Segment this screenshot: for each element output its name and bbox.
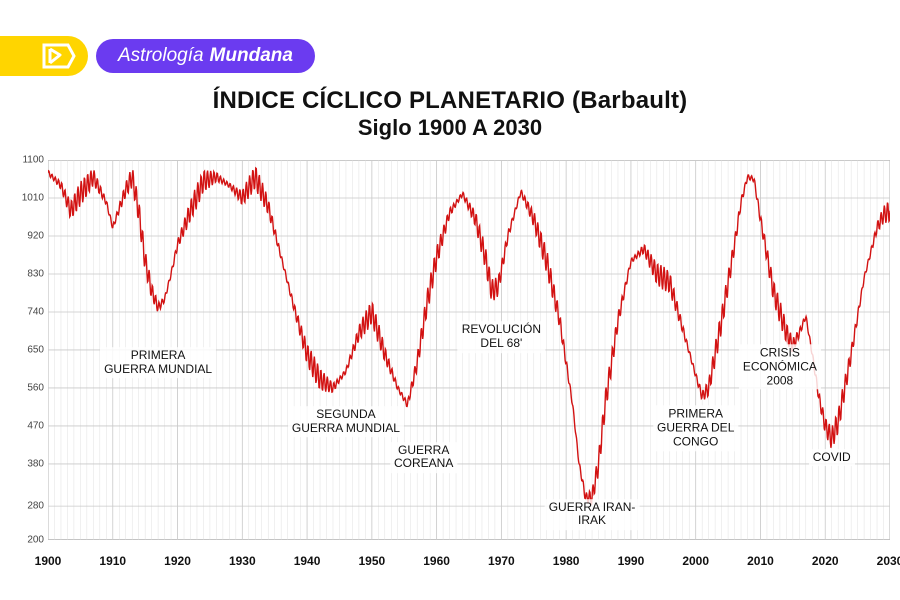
logo-icon	[38, 41, 78, 71]
x-tick-label: 1920	[164, 554, 191, 568]
event-label-iran: GUERRA IRAN- IRAK	[545, 499, 640, 531]
header-band: Astrología Mundana	[0, 36, 900, 76]
x-tick-label: 1980	[553, 554, 580, 568]
event-label-rev68: REVOLUCIÓN DEL 68'	[458, 322, 545, 354]
chart: 20028038047056065074083092010101100 1900…	[48, 160, 890, 570]
page: Astrología Mundana ÍNDICE CÍCLICO PLANET…	[0, 0, 900, 600]
x-tick-label: 1930	[229, 554, 256, 568]
x-tick-label: 1910	[99, 554, 126, 568]
y-axis: 20028038047056065074083092010101100	[8, 160, 44, 540]
x-tick-label: 1940	[294, 554, 321, 568]
event-label-crisis: CRISIS ECONÓMICA 2008	[739, 344, 821, 389]
event-label-congo: PRIMERA GUERRA DEL CONGO	[653, 405, 738, 450]
category-badge: Astrología Mundana	[96, 39, 315, 73]
x-tick-label: 1970	[488, 554, 515, 568]
category-word1: Astrología	[118, 45, 204, 67]
event-label-covid: COVID	[809, 449, 855, 467]
event-labels: PRIMERA GUERRA MUNDIAL SEGUNDA GUERRA MUN…	[48, 160, 890, 540]
x-axis: 1900191019201930194019501960197019801990…	[48, 554, 890, 574]
event-label-ww1: PRIMERA GUERRA MUNDIAL	[100, 347, 216, 379]
y-tick-label: 280	[8, 501, 44, 512]
event-label-korea: GUERRA COREANA	[390, 442, 457, 474]
y-tick-label: 1100	[8, 155, 44, 166]
y-tick-label: 380	[8, 459, 44, 470]
y-tick-label: 920	[8, 231, 44, 242]
category-word2: Mundana	[210, 45, 293, 67]
x-tick-label: 1950	[358, 554, 385, 568]
title-block: ÍNDICE CÍCLICO PLANETARIO (Barbault) Sig…	[0, 86, 900, 142]
x-tick-label: 2030	[877, 554, 900, 568]
title-line2: Siglo 1900 A 2030	[0, 115, 900, 142]
x-tick-label: 1990	[618, 554, 645, 568]
event-label-ww2: SEGUNDA GUERRA MUNDIAL	[288, 406, 404, 438]
logo-badge	[0, 36, 88, 76]
x-tick-label: 2020	[812, 554, 839, 568]
x-tick-label: 2000	[682, 554, 709, 568]
x-tick-label: 2010	[747, 554, 774, 568]
x-tick-label: 1960	[423, 554, 450, 568]
y-tick-label: 470	[8, 421, 44, 432]
y-tick-label: 740	[8, 307, 44, 318]
y-tick-label: 200	[8, 535, 44, 546]
y-tick-label: 560	[8, 383, 44, 394]
x-tick-label: 1900	[35, 554, 62, 568]
y-tick-label: 1010	[8, 193, 44, 204]
y-tick-label: 650	[8, 345, 44, 356]
y-tick-label: 830	[8, 269, 44, 280]
title-line1: ÍNDICE CÍCLICO PLANETARIO (Barbault)	[0, 86, 900, 115]
